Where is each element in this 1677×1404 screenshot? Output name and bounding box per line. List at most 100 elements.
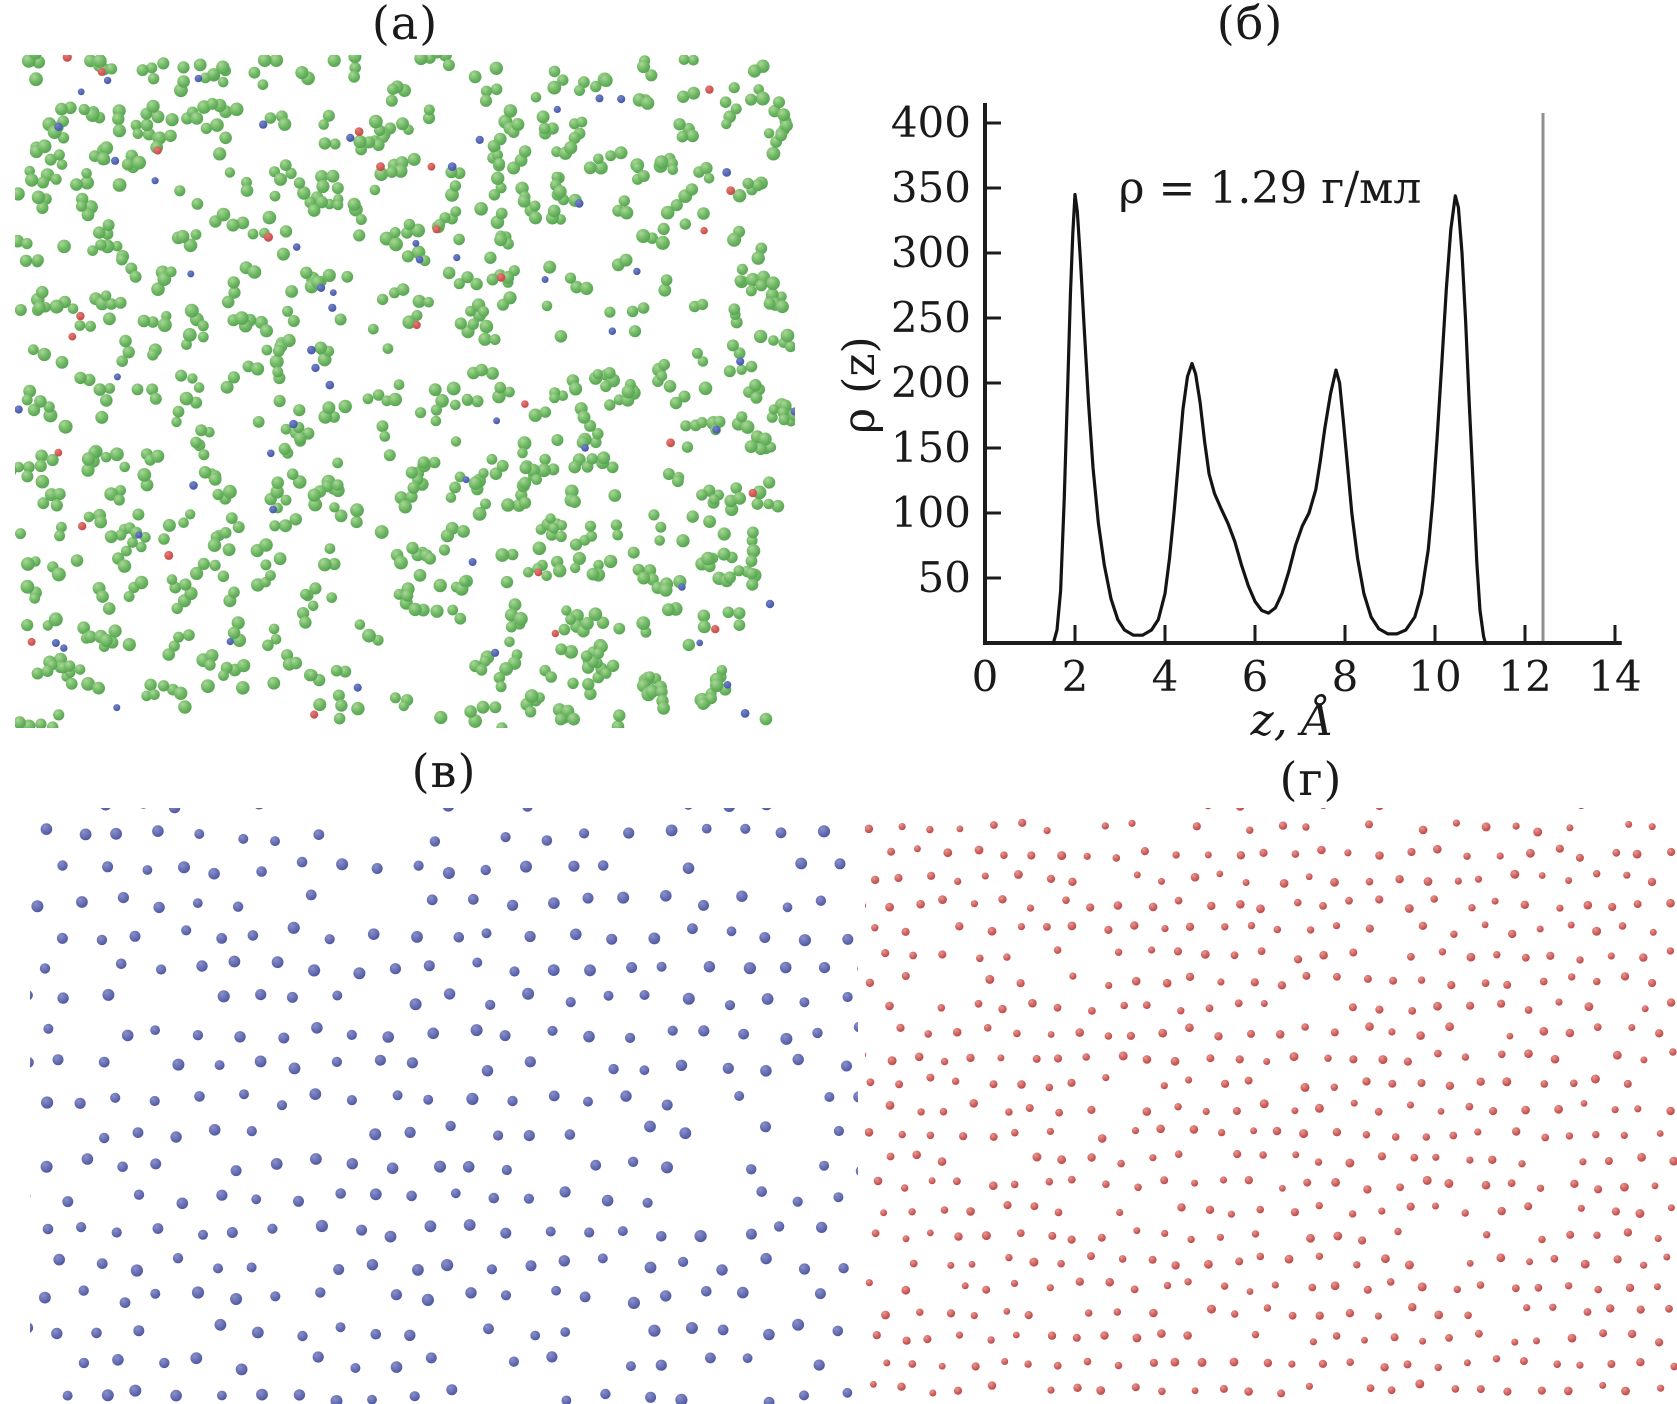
- green-particle: [751, 251, 765, 265]
- green-particle: [471, 395, 484, 408]
- green-particle: [372, 139, 385, 152]
- blue-lattice-dot: [142, 865, 153, 875]
- green-particle: [348, 70, 360, 83]
- blue-lattice-dot: [500, 1290, 512, 1301]
- green-particle: [703, 515, 716, 528]
- green-particle: [700, 161, 713, 175]
- red-lattice-dot: [865, 902, 867, 909]
- blue-lattice-dot: [779, 961, 792, 974]
- blue-lattice-dot: [52, 1054, 64, 1066]
- green-particle: [697, 697, 710, 710]
- green-particle: [106, 63, 118, 75]
- red-lattice-dot: [959, 1132, 968, 1141]
- blue-lattice-dot: [91, 1327, 102, 1339]
- green-particle: [733, 492, 747, 505]
- green-particle: [269, 354, 284, 369]
- blue-lattice-dot: [404, 1126, 416, 1138]
- green-particle: [517, 447, 528, 459]
- green-particle: [177, 75, 190, 88]
- blue-lattice-dot: [617, 1226, 628, 1237]
- red-lattice-dot: [938, 950, 947, 959]
- red-lattice-dot: [1366, 1384, 1375, 1392]
- green-particle: [177, 61, 190, 74]
- green-particle: [529, 211, 542, 225]
- blue-lattice-dot: [627, 1156, 639, 1167]
- red-lattice-dot: [1620, 1131, 1628, 1139]
- green-particle: [434, 710, 448, 725]
- red-lattice-dot: [1497, 999, 1506, 1008]
- green-particle: [190, 229, 202, 240]
- blue-lattice-dot: [724, 1000, 736, 1011]
- green-particle: [334, 509, 348, 523]
- red-lattice-dot: [1570, 1079, 1578, 1088]
- blue-lattice-dot: [76, 1222, 87, 1233]
- green-particle: [221, 295, 235, 309]
- green-particle: [732, 189, 747, 203]
- green-particle: [496, 722, 508, 728]
- red-lattice-dot: [1259, 1099, 1269, 1109]
- red-lattice-dot: [1332, 1128, 1342, 1137]
- red-lattice-dot: [1575, 853, 1584, 862]
- green-particle: [604, 306, 616, 318]
- green-particle: [147, 349, 159, 361]
- blue-lattice-dot: [832, 1325, 844, 1337]
- red-lattice-dot: [1149, 1308, 1158, 1318]
- red-lattice-dot: [1190, 872, 1200, 882]
- blue-lattice-dot: [181, 925, 192, 936]
- blue-lattice-dot: [523, 1130, 535, 1142]
- blue-lattice-dot: [472, 957, 483, 968]
- red-lattice-dot: [1174, 896, 1183, 905]
- blue-lattice-dot: [665, 824, 678, 837]
- red-lattice-dot: [1496, 852, 1504, 860]
- green-particle: [191, 198, 204, 210]
- red-lattice-dot: [987, 926, 997, 936]
- red-lattice-dot: [1308, 1283, 1317, 1292]
- green-particle: [599, 73, 613, 87]
- red-lattice-dot: [1483, 1231, 1491, 1239]
- green-particle: [119, 334, 132, 348]
- green-particle: [324, 543, 336, 554]
- red-lattice-dot: [1170, 1056, 1180, 1066]
- red-lattice-dot: [937, 1157, 947, 1166]
- green-particle: [322, 401, 336, 415]
- red-lattice-dot: [1032, 1054, 1041, 1063]
- blue-lattice-dot: [446, 1384, 458, 1396]
- red-lattice-dot: [1005, 1253, 1013, 1262]
- blue-lattice-dot: [723, 808, 735, 812]
- red-lattice-dot: [1148, 1255, 1157, 1264]
- red-lattice-dot: [1024, 1360, 1032, 1368]
- y-tick-label: 50: [918, 553, 971, 602]
- green-particle: [83, 511, 95, 523]
- red-lattice-dot: [1422, 1175, 1432, 1185]
- green-particle: [723, 365, 736, 378]
- red-lattice-dot: [1465, 1102, 1474, 1111]
- red-lattice-dot: [1653, 1283, 1661, 1291]
- red-lattice-dot: [1445, 1022, 1454, 1032]
- red-lattice-dot: [1641, 1005, 1649, 1013]
- green-particle: [423, 296, 435, 308]
- red-lattice-dot: [1072, 1333, 1081, 1342]
- red-lattice-dot: [1408, 1007, 1417, 1015]
- blue-lattice-dot: [603, 990, 614, 1001]
- green-particle: [27, 403, 41, 417]
- blue-lattice-dot: [842, 933, 854, 945]
- blue-lattice-dot: [40, 823, 53, 835]
- blue-lattice-dot: [466, 1092, 479, 1105]
- red-lattice-dot: [1242, 879, 1250, 886]
- green-particle: [722, 606, 735, 619]
- green-particle: [655, 521, 667, 533]
- blue-lattice-dot: [31, 900, 44, 913]
- red-lattice-dot: [1612, 1050, 1622, 1060]
- red-lattice-dot: [1433, 1001, 1442, 1011]
- green-particle: [453, 233, 465, 246]
- green-particle: [478, 468, 489, 479]
- green-particle: [232, 521, 245, 534]
- green-particle: [619, 206, 634, 220]
- green-particle: [503, 104, 518, 118]
- blue-lattice-dot: [722, 1062, 734, 1074]
- red-lattice-dot: [974, 845, 984, 855]
- green-particle: [567, 677, 579, 689]
- blue-lattice-dot: [51, 1327, 63, 1340]
- blue-lattice-dot: [639, 1065, 650, 1076]
- red-lattice-dot: [1434, 1363, 1442, 1372]
